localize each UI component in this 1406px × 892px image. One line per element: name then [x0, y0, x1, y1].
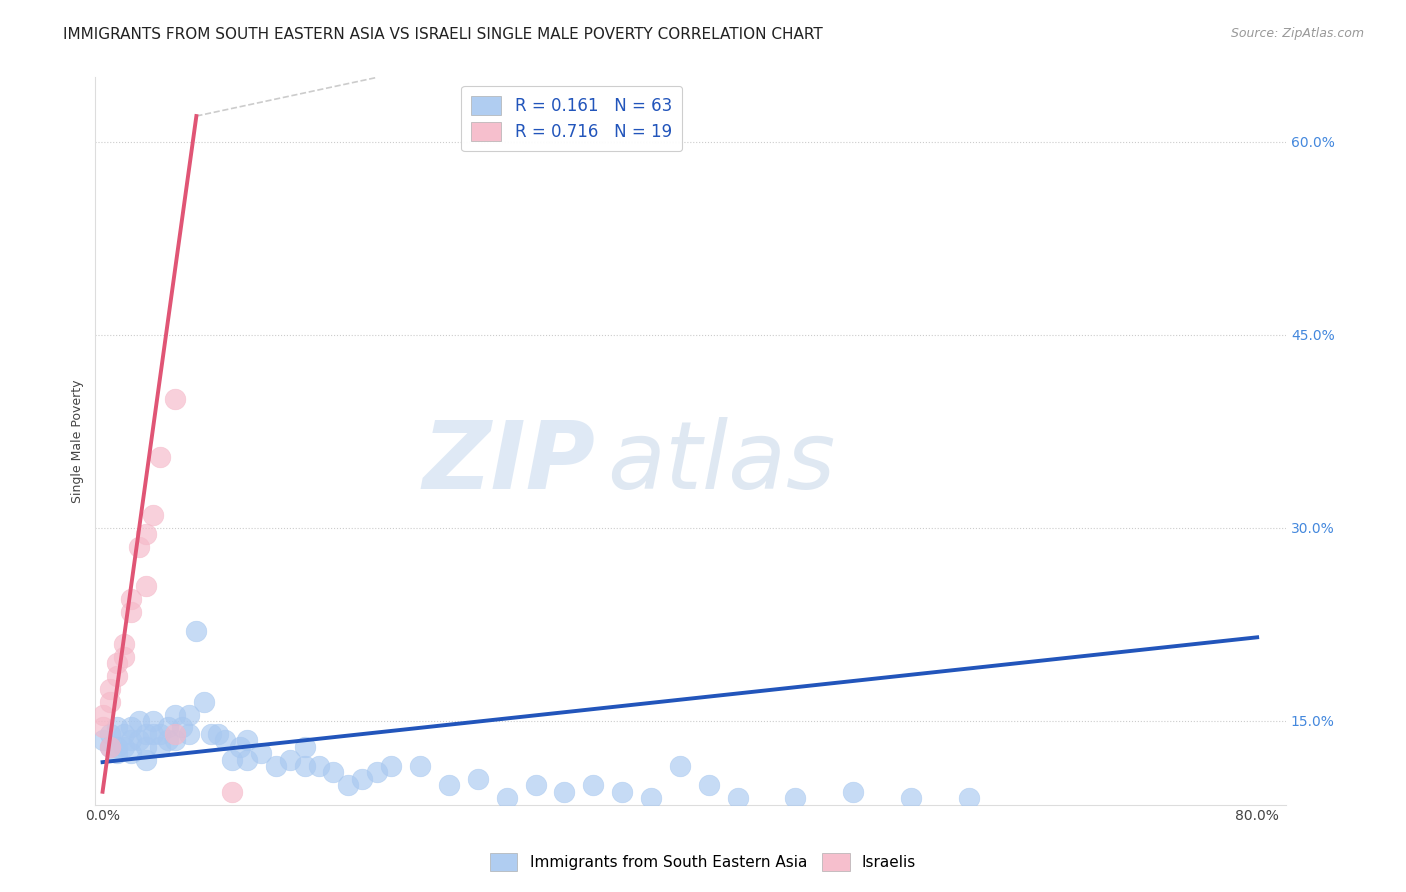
Point [120, 720, 142, 734]
Point [163, 707, 186, 722]
Y-axis label: Single Male Poverty: Single Male Poverty [72, 379, 84, 503]
Point [467, 772, 489, 786]
Text: atlas: atlas [607, 417, 835, 508]
Point [352, 772, 374, 786]
Point [142, 714, 165, 728]
Point [221, 753, 243, 767]
Point [322, 765, 344, 780]
Point [957, 791, 980, 805]
Legend: Immigrants from South Eastern Asia, Israelis: Immigrants from South Eastern Asia, Isra… [484, 847, 922, 877]
Point [149, 450, 172, 464]
Point [495, 791, 517, 805]
Point [336, 778, 359, 792]
Point [91, 733, 114, 747]
Point [112, 649, 135, 664]
Point [135, 527, 157, 541]
Point [207, 727, 229, 741]
Point [437, 778, 460, 792]
Point [785, 791, 807, 805]
Point [120, 733, 142, 747]
Point [186, 624, 208, 638]
Point [163, 392, 186, 407]
Point [135, 739, 157, 754]
Point [128, 540, 150, 554]
Point [640, 791, 662, 805]
Point [264, 759, 287, 773]
Point [170, 720, 193, 734]
Text: IMMIGRANTS FROM SOUTH EASTERN ASIA VS ISRAELI SINGLE MALE POVERTY CORRELATION CH: IMMIGRANTS FROM SOUTH EASTERN ASIA VS IS… [63, 27, 823, 42]
Point [105, 746, 128, 760]
Point [120, 605, 142, 619]
Point [149, 739, 172, 754]
Point [163, 733, 186, 747]
Point [236, 753, 259, 767]
Point [112, 727, 135, 741]
Point [900, 791, 922, 805]
Point [91, 707, 114, 722]
Point [524, 778, 547, 792]
Point [135, 727, 157, 741]
Point [135, 753, 157, 767]
Point [142, 727, 165, 741]
Point [98, 695, 121, 709]
Point [105, 739, 128, 754]
Point [842, 785, 865, 799]
Point [214, 733, 236, 747]
Point [366, 765, 388, 780]
Point [105, 669, 128, 683]
Legend: R = 0.161   N = 63, R = 0.716   N = 19: R = 0.161 N = 63, R = 0.716 N = 19 [461, 86, 682, 151]
Point [582, 778, 605, 792]
Point [294, 739, 316, 754]
Point [294, 759, 316, 773]
Point [250, 746, 273, 760]
Text: Source: ZipAtlas.com: Source: ZipAtlas.com [1230, 27, 1364, 40]
Point [179, 707, 201, 722]
Point [120, 591, 142, 606]
Point [120, 746, 142, 760]
Point [610, 785, 633, 799]
Point [278, 753, 301, 767]
Point [105, 720, 128, 734]
Point [380, 759, 402, 773]
Point [156, 720, 179, 734]
Point [163, 727, 186, 741]
Point [98, 727, 121, 741]
Point [409, 759, 432, 773]
Point [105, 656, 128, 670]
Point [228, 739, 250, 754]
Point [553, 785, 575, 799]
Point [142, 508, 165, 522]
Point [98, 739, 121, 754]
Point [236, 733, 259, 747]
Point [112, 637, 135, 651]
Point [128, 733, 150, 747]
Point [98, 681, 121, 696]
Point [112, 739, 135, 754]
Point [135, 579, 157, 593]
Point [221, 785, 243, 799]
Text: ZIP: ZIP [423, 417, 595, 508]
Point [179, 727, 201, 741]
Point [128, 714, 150, 728]
Point [200, 727, 222, 741]
Point [149, 727, 172, 741]
Point [697, 778, 720, 792]
Point [98, 739, 121, 754]
Point [669, 759, 692, 773]
Point [193, 695, 215, 709]
Point [91, 720, 114, 734]
Point [727, 791, 749, 805]
Point [308, 759, 330, 773]
Point [156, 733, 179, 747]
